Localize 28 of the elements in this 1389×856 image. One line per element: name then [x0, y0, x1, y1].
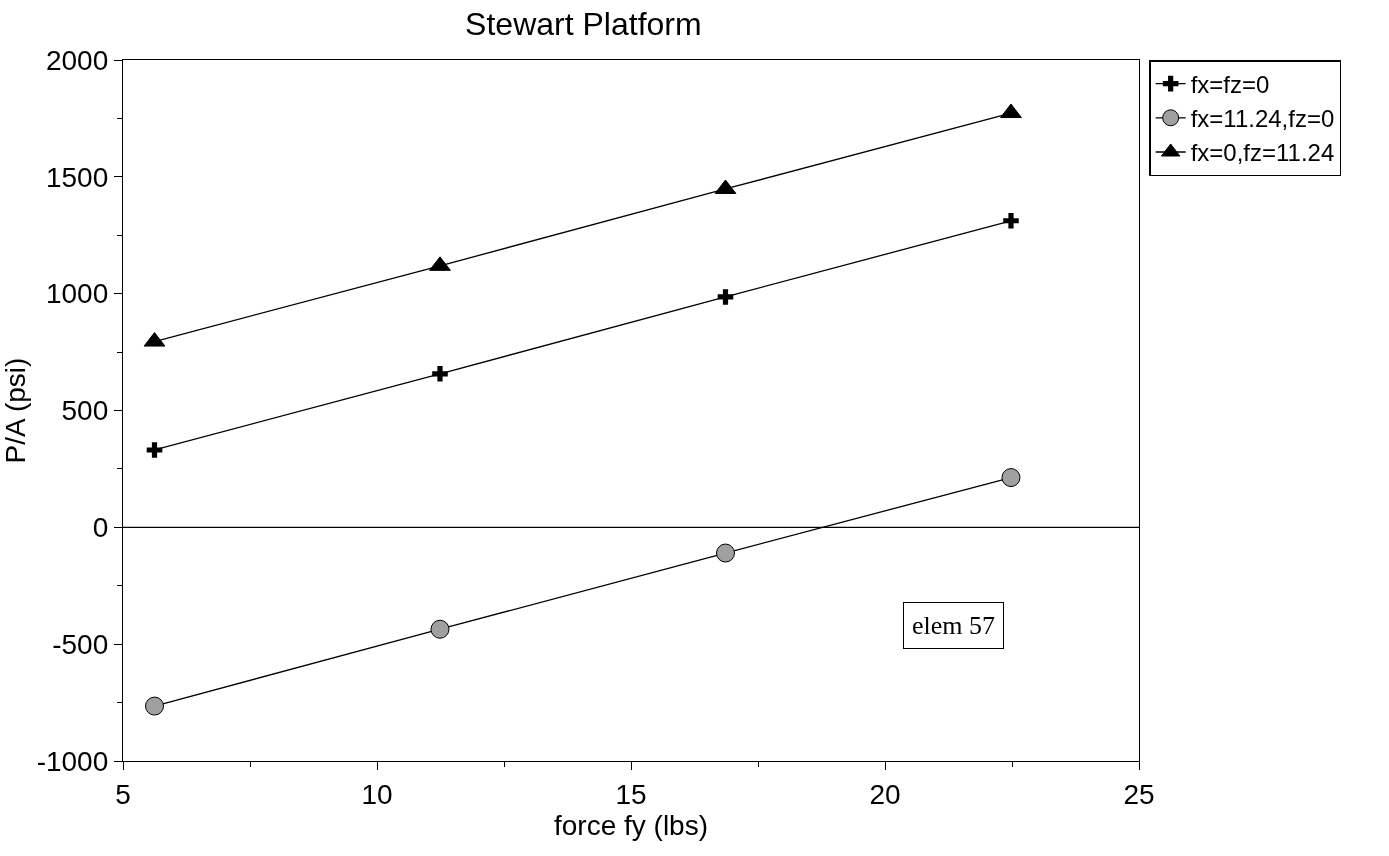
y-tick-label: 2000: [45, 44, 109, 76]
legend-label: fx=0,fz=11.24: [1190, 139, 1335, 167]
x-tick-label: 10: [361, 778, 393, 810]
point: [717, 289, 734, 305]
point: [146, 442, 163, 458]
y-tick-label: 0: [92, 512, 109, 544]
annotation: elem 57: [912, 611, 996, 640]
legend-label: fx=fz=0: [1190, 70, 1270, 98]
x-tick-label: 20: [869, 778, 901, 810]
x-axis-title: force fy (lbs): [553, 809, 709, 841]
point: [1003, 212, 1019, 229]
y-tick-label: -1000: [36, 745, 109, 777]
x-tick-label: 15: [615, 778, 647, 810]
y-tick-label: -500: [52, 628, 109, 660]
point: [145, 696, 164, 716]
legend-label: fx=11.24,fz=0: [1190, 105, 1335, 133]
point: [430, 619, 450, 639]
y-tick-label: 500: [61, 395, 109, 427]
point: [1000, 103, 1022, 119]
x-tick-label: 5: [115, 778, 131, 810]
x-tick-label: 25: [1123, 778, 1155, 810]
point: [716, 543, 735, 563]
y-tick-label: 1000: [45, 278, 109, 310]
point: [432, 366, 448, 382]
chart-title: Stewart Platform: [465, 6, 702, 43]
y-axis-title: P/A (psi): [0, 357, 31, 464]
y-tick-label: 1500: [45, 161, 109, 193]
point: [1001, 468, 1021, 488]
